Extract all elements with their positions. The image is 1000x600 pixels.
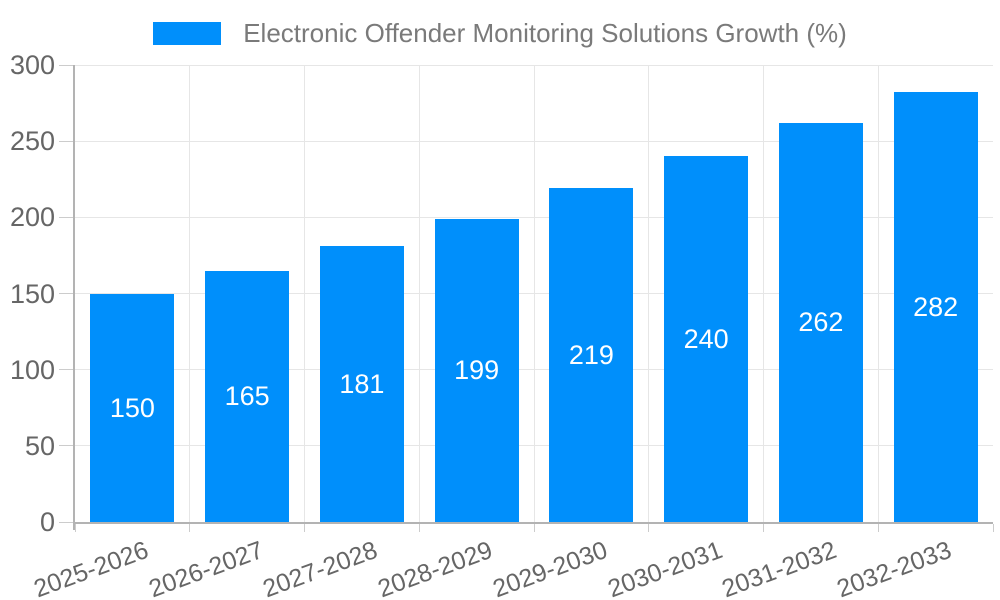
legend-swatch (153, 21, 222, 45)
plot-area: 0 50 100 150 200 250 300 150 2025-2026 165 2026-20… (10, 50, 994, 600)
x-axis-label: 2025-2026 (30, 536, 152, 600)
y-axis-tick-label: 150 (9, 278, 55, 309)
x-axis-label: 2030-2031 (603, 536, 726, 600)
y-axis-tick-label: 300 (9, 50, 55, 80)
bar[interactable] (778, 122, 863, 522)
bar[interactable] (434, 218, 519, 522)
y-axis-tick (59, 64, 73, 66)
x-axis-tick (418, 524, 420, 532)
x-axis-tick (74, 524, 76, 532)
x-axis-tick (992, 524, 994, 532)
gridline-vertical (533, 65, 535, 522)
bar[interactable] (319, 246, 404, 522)
bar[interactable] (205, 270, 290, 522)
y-axis-tick-label: 200 (9, 202, 55, 233)
x-axis-tick (189, 524, 191, 532)
y-axis-tick-label: 250 (9, 126, 55, 157)
y-axis-tick (59, 521, 73, 523)
x-axis-tick (304, 524, 305, 532)
x-axis-tick (533, 524, 535, 532)
bar[interactable] (664, 156, 749, 522)
x-axis-label: 2031-2032 (718, 536, 841, 600)
y-axis-tick-label: 0 (39, 507, 55, 537)
y-axis-tick (59, 216, 73, 218)
y-axis-tick (59, 140, 73, 142)
legend[interactable]: Electronic Offender Monitoring Solutions… (0, 14, 1000, 52)
gridline-vertical (877, 65, 879, 522)
x-axis-label: 2028-2029 (374, 536, 497, 600)
y-axis-tick (59, 369, 73, 371)
y-axis-tick-label: 50 (24, 430, 55, 461)
y-axis-tick-label: 100 (9, 354, 55, 385)
x-axis-tick (763, 524, 764, 532)
x-axis-tick (648, 524, 650, 532)
x-axis-label: 2027-2028 (259, 536, 382, 600)
bar[interactable] (893, 92, 978, 522)
x-axis-label: 2029-2030 (489, 536, 611, 600)
gridline-vertical (648, 65, 650, 522)
gridline-vertical (763, 65, 764, 522)
y-axis-line (73, 65, 75, 530)
legend-label: Electronic Offender Monitoring Solutions… (243, 17, 847, 48)
x-axis-line (73, 522, 993, 524)
y-axis-tick (59, 293, 73, 294)
x-axis-tick (877, 524, 879, 532)
x-axis-label: 2032-2033 (833, 536, 956, 600)
x-axis-label: 2026-2027 (144, 536, 267, 600)
bar[interactable] (549, 188, 634, 522)
gridline-vertical (189, 65, 191, 522)
gridline-vertical (304, 65, 305, 522)
y-axis-tick (59, 445, 73, 447)
bar[interactable] (90, 293, 175, 522)
gridline-vertical (418, 65, 420, 522)
